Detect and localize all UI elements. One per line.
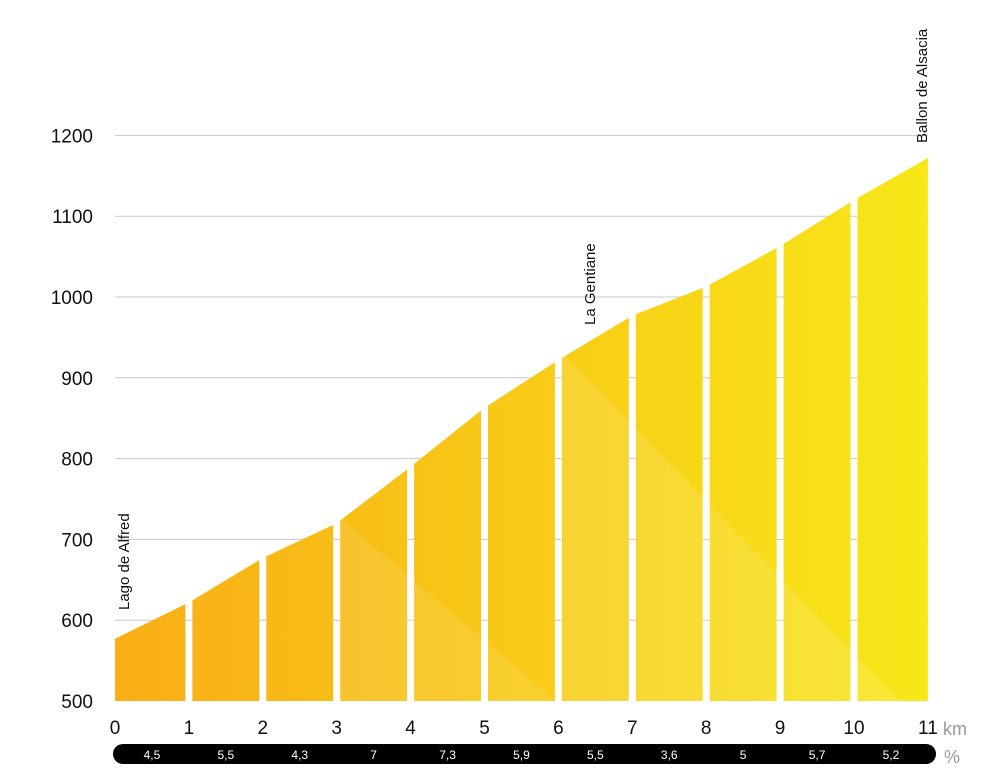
- gradient-label-km-8: 5: [740, 748, 747, 762]
- segment-bar-km-6: [561, 317, 629, 701]
- gradient-label-km-10: 5,2: [883, 748, 900, 762]
- annotation-km-0: Lago de Alfred: [116, 513, 133, 610]
- segment-bar-km-3: [340, 469, 408, 701]
- gradient-label-km-6: 5,5: [587, 748, 604, 762]
- y-tick-700: 700: [61, 530, 93, 551]
- gradient-label-km-0: 4,5: [144, 748, 161, 762]
- segment-bar-km-8: [709, 248, 777, 701]
- segment-bar-km-1: [192, 560, 260, 701]
- x-tick-8: 8: [701, 718, 712, 739]
- segment-bar-km-7: [635, 287, 703, 701]
- place-annotations: Lago de Alfred La Gentiane Ballon de Alsac…: [116, 28, 931, 610]
- y-axis-ticks: 500 600 700 800 900 1000 1100 1200: [51, 126, 93, 713]
- x-tick-5: 5: [479, 718, 490, 739]
- annotation-km-6: La Gentiane: [582, 243, 599, 325]
- gradient-unit-label: %: [944, 747, 960, 767]
- x-tick-10: 10: [843, 718, 864, 739]
- shade-band-2: [560, 350, 900, 701]
- gradient-label-km-5: 5,9: [513, 748, 530, 762]
- x-tick-9: 9: [775, 718, 786, 739]
- y-tick-800: 800: [61, 450, 93, 471]
- segment-bar-km-9: [783, 202, 851, 702]
- gradient-label-km-1: 5,5: [218, 748, 235, 762]
- segment-bar-km-4: [414, 410, 481, 701]
- segment-bar-km-5: [488, 362, 555, 701]
- y-tick-900: 900: [61, 369, 93, 390]
- gradient-label-km-9: 5,7: [809, 748, 826, 762]
- gradient-strip: [113, 744, 936, 764]
- x-tick-0: 0: [110, 718, 121, 739]
- y-tick-500: 500: [61, 692, 93, 713]
- segment-bar-km-10: [857, 158, 928, 702]
- gradient-label-km-2: 4,3: [291, 748, 308, 762]
- gradient-label-km-7: 3,6: [661, 748, 678, 762]
- x-tick-4: 4: [405, 718, 416, 739]
- x-tick-1: 1: [184, 718, 195, 739]
- y-tick-1200: 1200: [51, 126, 93, 147]
- shading-overlays: [340, 350, 900, 701]
- x-unit-label: km: [943, 719, 967, 739]
- gradient-labels: 4,5 5,5 4,3 7 7,3 5,9 5,5 3,6 5 5,7 5,2: [144, 748, 900, 762]
- x-tick-11: 11: [918, 718, 938, 739]
- shade-band-1: [340, 518, 556, 701]
- x-tick-3: 3: [331, 718, 342, 739]
- x-tick-7: 7: [627, 718, 638, 739]
- y-tick-1100: 1100: [52, 207, 93, 228]
- annotation-km-11: Ballon de Alsacia: [914, 28, 931, 143]
- gradient-label-km-3: 7: [370, 748, 377, 762]
- x-tick-6: 6: [553, 718, 564, 739]
- y-tick-1000: 1000: [51, 288, 93, 309]
- x-tick-2: 2: [258, 718, 269, 739]
- elevation-segments: [115, 158, 928, 702]
- x-axis-ticks: 0 1 2 3 4 5 6 7 8 9 10 11: [110, 718, 938, 739]
- y-tick-600: 600: [61, 611, 93, 632]
- segment-bar-km-2: [266, 524, 334, 701]
- gradient-label-km-4: 7,3: [439, 748, 456, 762]
- segment-bar-km-0: [115, 604, 186, 701]
